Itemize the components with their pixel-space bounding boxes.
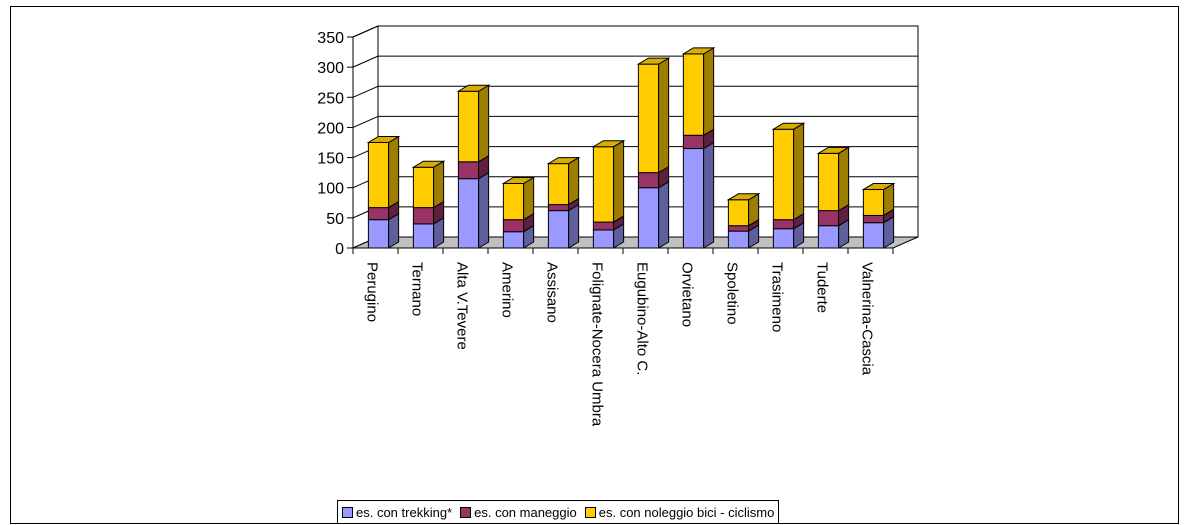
bar-side-es-con-trekking: [658, 180, 670, 249]
bar-es-con-noleggio-bici-ciclismo: [412, 166, 435, 209]
y-tick-label: 50: [326, 211, 344, 228]
x-tick-label: Tuderte: [814, 262, 831, 313]
y-tick-label: 350: [317, 30, 344, 47]
bar-es-con-noleggio-bici-ciclismo: [547, 163, 570, 206]
bar-es-con-noleggio-bici-ciclismo: [682, 53, 705, 136]
bar-es-con-maneggio: [367, 207, 390, 221]
bar-top-es-con-noleggio-bici-ciclismo: [636, 57, 671, 65]
bar-es-con-maneggio: [862, 214, 885, 224]
bar-side-es-con-noleggio-bici-ciclismo: [568, 156, 580, 206]
bar-top-es-con-noleggio-bici-ciclismo: [411, 160, 446, 168]
x-tick-label: Assisano: [544, 262, 561, 323]
bar-side-es-con-trekking: [568, 203, 580, 249]
bar-top-es-con-noleggio-bici-ciclismo: [771, 122, 806, 130]
bar-top-es-con-noleggio-bici-ciclismo: [546, 157, 581, 165]
legend-item: es. con noleggio bici - ciclismo: [584, 504, 775, 520]
gridline-side: [352, 85, 379, 98]
gridline-side: [352, 115, 379, 128]
bar-es-con-noleggio-bici-ciclismo: [592, 146, 615, 223]
bar-es-con-noleggio-bici-ciclismo: [637, 63, 660, 174]
bar-side-es-con-noleggio-bici-ciclismo: [523, 176, 535, 221]
bar-es-con-maneggio: [412, 207, 435, 225]
bar-top-es-con-noleggio-bici-ciclismo: [591, 140, 626, 148]
x-tick-label: Valnerina-Cascia: [859, 262, 876, 376]
legend-swatch: [584, 506, 596, 518]
chart-frame: 0 50 100 150 200 250 300 350 Perugino Ternano Alta…: [10, 6, 1179, 524]
bar-es-con-trekking: [637, 187, 660, 249]
bar-top-es-con-noleggio-bici-ciclismo: [861, 183, 896, 191]
gridline-side: [352, 55, 379, 68]
bar-es-con-noleggio-bici-ciclismo: [772, 128, 795, 221]
bar-es-con-maneggio: [727, 225, 750, 232]
x-tick-label: Amerino: [499, 262, 516, 318]
bar-es-con-trekking: [502, 231, 525, 249]
x-tick-label: Eugubino-Alto C.: [634, 262, 651, 375]
bar-top-es-con-noleggio-bici-ciclismo: [681, 47, 716, 55]
bar-side-es-con-noleggio-bici-ciclismo: [388, 135, 400, 209]
bar-es-con-maneggio: [637, 172, 660, 189]
bar-side-es-con-noleggio-bici-ciclismo: [658, 57, 670, 174]
y-tick-label: 150: [317, 151, 344, 168]
bar-side-es-con-trekking: [703, 141, 715, 249]
bar-es-con-trekking: [592, 229, 615, 249]
bar-es-con-trekking: [457, 178, 480, 249]
bar-top-es-con-noleggio-bici-ciclismo: [456, 84, 491, 92]
legend-label: es. con maneggio: [474, 504, 577, 520]
bar-side-es-con-noleggio-bici-ciclismo: [613, 139, 625, 223]
bar-es-con-trekking: [862, 222, 885, 249]
bar-es-con-noleggio-bici-ciclismo: [862, 189, 885, 216]
bar-es-con-maneggio: [457, 161, 480, 180]
legend-label: es. con noleggio bici - ciclismo: [598, 504, 775, 520]
legend-item: es. con maneggio: [460, 505, 577, 520]
y-tick-label: 100: [317, 181, 344, 198]
bar-es-con-noleggio-bici-ciclismo: [727, 199, 750, 227]
legend-label: es. con trekking*: [356, 504, 453, 520]
bar-es-con-trekking: [682, 148, 705, 249]
bar-top-es-con-noleggio-bici-ciclismo: [726, 193, 761, 201]
x-tick-label: Orvietano: [679, 262, 696, 327]
gridline-side: [352, 25, 379, 38]
bar-es-con-noleggio-bici-ciclismo: [457, 90, 480, 163]
bar-es-con-trekking: [817, 225, 840, 249]
bar-es-con-trekking: [412, 223, 435, 249]
x-tick-label: Alta V.Tevere: [454, 262, 471, 350]
bar-es-con-maneggio: [547, 204, 570, 212]
bar-es-con-maneggio: [817, 210, 840, 227]
legend-swatch: [342, 506, 353, 518]
bar-es-con-maneggio: [772, 219, 795, 230]
bar-es-con-maneggio: [502, 219, 525, 233]
bar-side-es-con-trekking: [478, 171, 490, 249]
y-tick-label: 0: [335, 241, 344, 258]
bar-side-es-con-noleggio-bici-ciclismo: [793, 122, 805, 221]
bar-side-es-con-noleggio-bici-ciclismo: [703, 46, 715, 137]
legend: es. con trekking* es. con maneggio es. con…: [337, 500, 780, 524]
bar-side-es-con-noleggio-bici-ciclismo: [838, 146, 850, 212]
x-tick-label: Perugino: [364, 262, 381, 322]
bar-top-es-con-noleggio-bici-ciclismo: [366, 136, 401, 143]
y-tick-label: 250: [317, 90, 344, 107]
bar-es-con-noleggio-bici-ciclismo: [367, 142, 390, 209]
bar-es-con-noleggio-bici-ciclismo: [817, 152, 840, 212]
x-tick-label: Folignate-Nocera Umbra: [589, 262, 606, 427]
bar-es-con-trekking: [547, 210, 570, 249]
bar-es-con-trekking: [727, 230, 750, 249]
x-tick-label: Trasimeno: [769, 262, 786, 332]
bar-side-es-con-noleggio-bici-ciclismo: [478, 84, 490, 163]
legend-item: es. con trekking*: [342, 505, 452, 520]
y-tick-label: 200: [317, 120, 344, 137]
chart-area: 0 50 100 150 200 250 300 350 Perugino Ternano Alta…: [317, 25, 919, 427]
bar-es-con-trekking: [772, 228, 795, 249]
x-tick-label: Ternano: [409, 262, 426, 316]
y-tick-label: 300: [317, 60, 344, 77]
bar-top-es-con-noleggio-bici-ciclismo: [816, 146, 851, 154]
bar-top-es-con-noleggio-bici-ciclismo: [501, 176, 536, 184]
bar-es-con-maneggio: [592, 221, 615, 231]
bar-es-con-noleggio-bici-ciclismo: [502, 182, 525, 221]
x-tick-label: Spoletino: [724, 262, 741, 325]
legend-swatch: [460, 506, 472, 518]
bar-side-es-con-noleggio-bici-ciclismo: [433, 160, 445, 209]
bar-es-con-maneggio: [682, 134, 705, 150]
bar-es-con-trekking: [367, 219, 390, 249]
